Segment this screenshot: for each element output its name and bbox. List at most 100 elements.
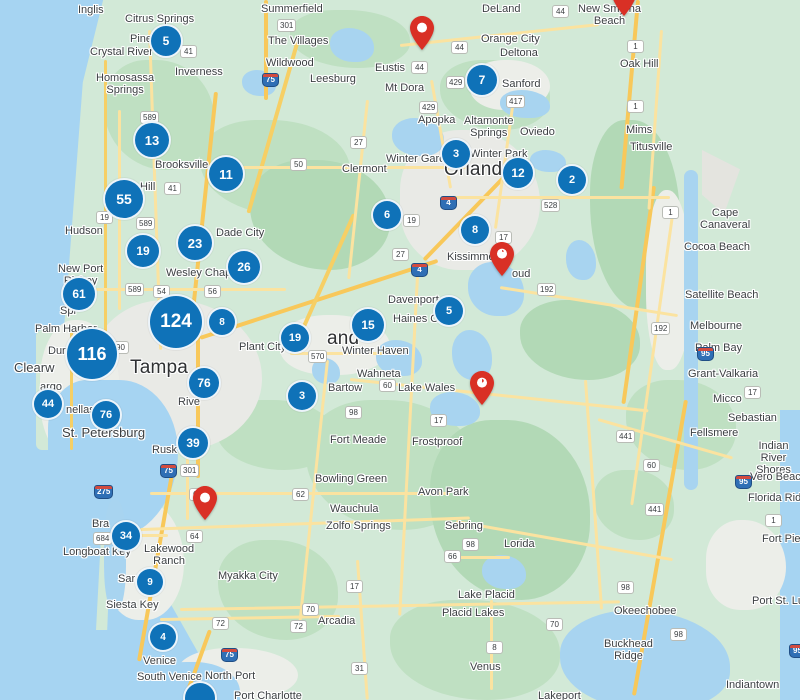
highway-shield: 98	[617, 581, 634, 594]
road-sr570	[290, 352, 400, 355]
cluster-marker[interactable]: 5	[149, 24, 183, 58]
cluster-marker[interactable]: 34	[110, 520, 142, 552]
highway-shield: 301	[180, 464, 200, 477]
highway-shield: 17	[346, 580, 363, 593]
lake-apopka	[392, 118, 444, 156]
highway-shield: 4	[411, 263, 428, 277]
highway-shield: 1	[627, 40, 644, 53]
highway-shield: 95	[697, 347, 714, 361]
highway-shield: 27	[350, 136, 367, 149]
urban-portstlucie	[706, 520, 786, 610]
highway-shield: 429	[419, 101, 439, 114]
highway-shield: 417	[506, 95, 526, 108]
cluster-marker[interactable]: 12	[501, 156, 535, 190]
highway-shield: 44	[411, 61, 428, 74]
highway-shield: 98	[670, 628, 687, 641]
cluster-marker[interactable]: 4	[148, 622, 178, 652]
cluster-count: 23	[187, 235, 203, 251]
cluster-marker[interactable]: 2	[556, 164, 588, 196]
cluster-count: 7	[478, 73, 486, 87]
cluster-marker[interactable]: 3	[286, 380, 318, 412]
highway-shield: 301	[277, 19, 297, 32]
cluster-marker[interactable]: 19	[279, 322, 311, 354]
highway-shield: 44	[451, 41, 468, 54]
highway-shield: 66	[444, 550, 461, 563]
cluster-count: 13	[144, 132, 160, 148]
highway-shield: 95	[789, 644, 800, 658]
cluster-count: 76	[99, 409, 113, 421]
cluster-marker[interactable]: 23	[176, 224, 214, 262]
highway-shield: 429	[446, 76, 466, 89]
cluster-marker[interactable]: 8	[459, 214, 491, 246]
cluster-count: 5	[162, 34, 170, 48]
highway-shield: 72	[212, 617, 229, 630]
cluster-marker[interactable]: 26	[226, 249, 262, 285]
highway-shield: 75	[262, 73, 279, 87]
highway-shield: 70	[546, 618, 563, 631]
cluster-marker[interactable]: 55	[103, 178, 145, 220]
cluster-marker[interactable]: 6	[371, 199, 403, 231]
highway-shield: 19	[403, 214, 420, 227]
cluster-marker[interactable]: 124	[148, 294, 204, 350]
highway-shield: 60	[379, 379, 396, 392]
cluster-marker[interactable]: 7	[465, 63, 499, 97]
cluster-count: 44	[41, 398, 55, 410]
cluster-marker[interactable]: 3	[440, 138, 472, 170]
cluster-count: 34	[119, 530, 133, 542]
cluster-count: 5	[445, 305, 453, 317]
cluster-marker[interactable]: 13	[133, 121, 171, 159]
cluster-marker[interactable]: 11	[207, 155, 245, 193]
cluster-count: 39	[186, 436, 200, 450]
location-pin-marker[interactable]: ◔	[490, 242, 514, 276]
cluster-marker[interactable]: 61	[61, 276, 97, 312]
highway-shield: 44	[552, 5, 569, 18]
cluster-count: 9	[147, 576, 153, 588]
cluster-count: 12	[511, 166, 525, 180]
highway-shield: 70	[302, 603, 319, 616]
cluster-count: 11	[219, 166, 233, 182]
cluster-count: 15	[361, 318, 375, 332]
cluster-marker[interactable]: 44	[32, 388, 64, 420]
highway-shield: 62	[292, 488, 309, 501]
cluster-count: 6	[383, 209, 391, 221]
cluster-count: 3	[452, 148, 460, 160]
highway-shield: 1	[765, 514, 782, 527]
highway-shield: 441	[645, 503, 665, 516]
cluster-marker[interactable]: 39	[176, 426, 210, 460]
cluster-marker[interactable]: 76	[90, 399, 122, 431]
location-pin-marker[interactable]: ◑	[470, 371, 494, 405]
road-i75	[264, 0, 268, 100]
highway-shield: 528	[541, 199, 561, 212]
location-pin-marker[interactable]	[410, 16, 434, 50]
cluster-count: 2	[568, 174, 576, 186]
cluster-marker[interactable]: 76	[187, 366, 221, 400]
road-sr66	[450, 556, 510, 559]
cluster-count: 8	[471, 224, 479, 236]
cluster-marker[interactable]: 116	[65, 327, 119, 381]
highway-shield: 98	[462, 538, 479, 551]
lake-indian-river-lagoon	[684, 170, 698, 490]
park-babcock	[390, 600, 560, 700]
location-pin-marker[interactable]	[612, 0, 636, 16]
cluster-marker[interactable]: 19	[125, 233, 161, 269]
highway-shield: 17	[430, 414, 447, 427]
cluster-marker[interactable]: 9	[135, 567, 165, 597]
lake-jesup	[530, 150, 566, 172]
lake-istokpoga	[482, 555, 526, 589]
cluster-count: 26	[237, 260, 251, 274]
road-sr301	[186, 450, 189, 520]
cluster-count: 3	[298, 390, 306, 402]
cluster-marker[interactable]: 5	[433, 295, 465, 327]
highway-shield: 41	[180, 45, 197, 58]
highway-shield: 589	[125, 283, 145, 296]
highway-shield: 31	[351, 662, 368, 675]
cluster-marker[interactable]: 8	[207, 307, 237, 337]
highway-shield: 95	[735, 475, 752, 489]
lake-poinsett	[566, 240, 596, 280]
location-pin-marker[interactable]	[193, 486, 217, 520]
highway-shield: 192	[651, 322, 671, 335]
cluster-count: 4	[160, 631, 166, 643]
lake-sarasota-bay	[104, 500, 126, 610]
cluster-marker[interactable]: 15	[350, 307, 386, 343]
